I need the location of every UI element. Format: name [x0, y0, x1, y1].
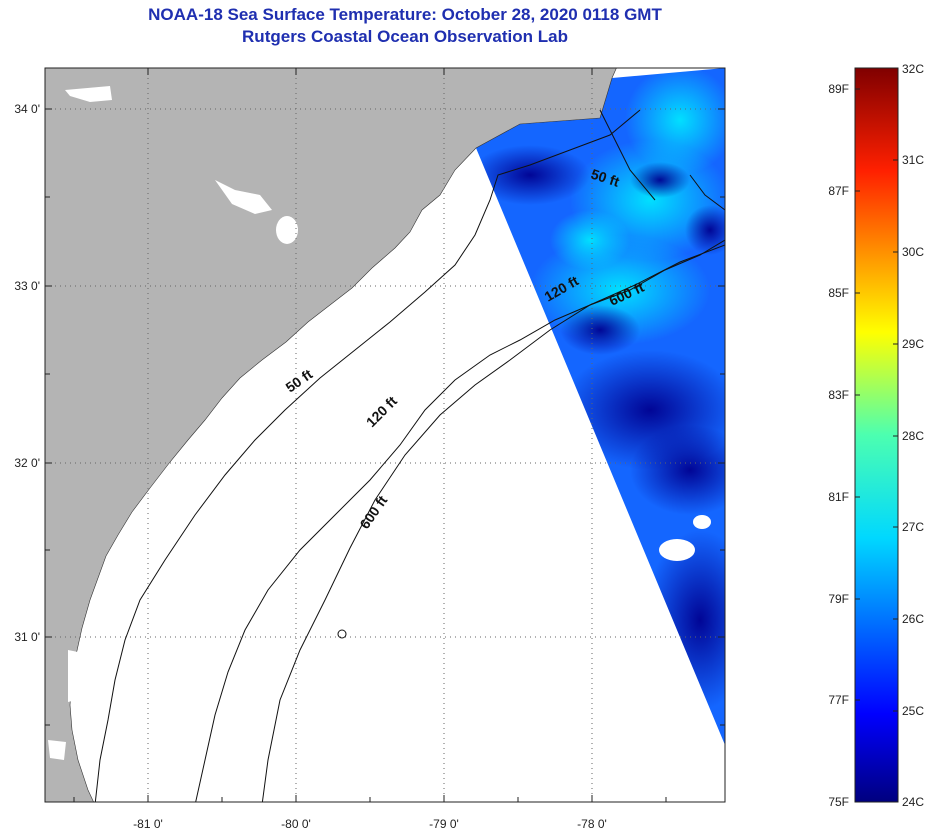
lon-label: -80 0' — [281, 817, 311, 831]
colorbar-c-label: 32C — [902, 62, 924, 76]
colorbar-c-label: 29C — [902, 337, 924, 351]
contour-120ft — [195, 239, 725, 802]
colorbar-f-label: 87F — [828, 184, 849, 198]
lon-label: -81 0' — [133, 817, 163, 831]
colorbar-f-label: 79F — [828, 592, 849, 606]
bathymetry-contours — [94, 109, 725, 802]
map-frame — [44, 67, 726, 803]
colorbar-f-label: 81F — [828, 490, 849, 504]
contour-600ft — [261, 244, 725, 802]
lon-label: -78 0' — [577, 817, 607, 831]
colorbar-c-label: 27C — [902, 520, 924, 534]
no-data-patch — [693, 515, 711, 529]
lat-label: 31 0' — [14, 630, 40, 644]
lake — [68, 650, 78, 702]
lat-label: 33 0' — [14, 279, 40, 293]
lake — [48, 740, 66, 760]
colorbar-f-label: 89F — [828, 82, 849, 96]
no-data-patch — [659, 539, 695, 561]
colorbar — [854, 67, 899, 803]
colorbar-c-label: 31C — [902, 153, 924, 167]
colorbar-c-label: 25C — [902, 704, 924, 718]
colorbar-c-label: 26C — [902, 612, 924, 626]
lon-label: -79 0' — [429, 817, 459, 831]
ticks — [45, 68, 725, 802]
colorbar-c-label: 28C — [902, 429, 924, 443]
colorbar-f-label: 77F — [828, 693, 849, 707]
colorbar-f-label: 85F — [828, 286, 849, 300]
contour-50ft — [94, 109, 641, 802]
colorbar-f-label: 83F — [828, 388, 849, 402]
colorbar-ticks — [855, 88, 898, 712]
colorbar-f-label: 75F — [828, 795, 849, 809]
lake — [65, 86, 112, 102]
map-subtitle: Rutgers Coastal Ocean Observation Lab — [242, 27, 568, 46]
lake — [215, 180, 272, 214]
lake — [276, 216, 298, 244]
lat-label: 32 0' — [14, 456, 40, 470]
colorbar-c-label: 30C — [902, 245, 924, 259]
map-title: NOAA-18 Sea Surface Temperature: October… — [148, 5, 662, 24]
lat-label: 34 0' — [14, 102, 40, 116]
colorbar-c-label: 24C — [902, 795, 924, 809]
